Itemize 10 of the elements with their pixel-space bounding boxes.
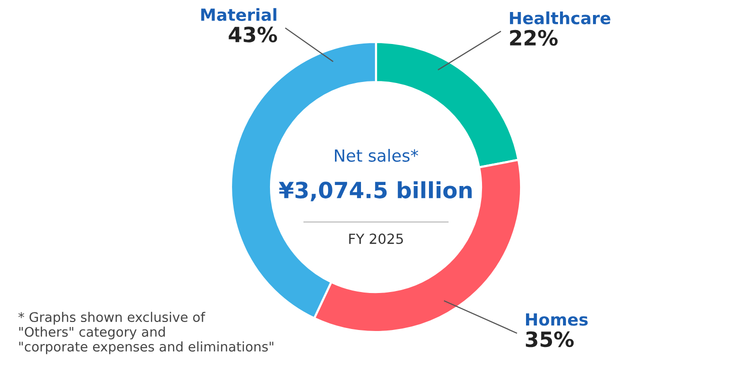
slice-label: Homes [526, 313, 588, 326]
text: * Graphs shown exclusive of "Others" category and "corporate expenses and eliminations" [18, 312, 274, 354]
text: FY 2025 [349, 234, 403, 244]
data-label: 35% [526, 331, 574, 348]
text: ¥3,074.5 billion [278, 181, 472, 202]
slice-label: Healthcare [510, 11, 610, 24]
data-label: 43% [228, 26, 278, 42]
slice-label: Material [201, 8, 276, 22]
text: Net sales* [334, 148, 418, 162]
data-label: 22% [510, 30, 558, 46]
